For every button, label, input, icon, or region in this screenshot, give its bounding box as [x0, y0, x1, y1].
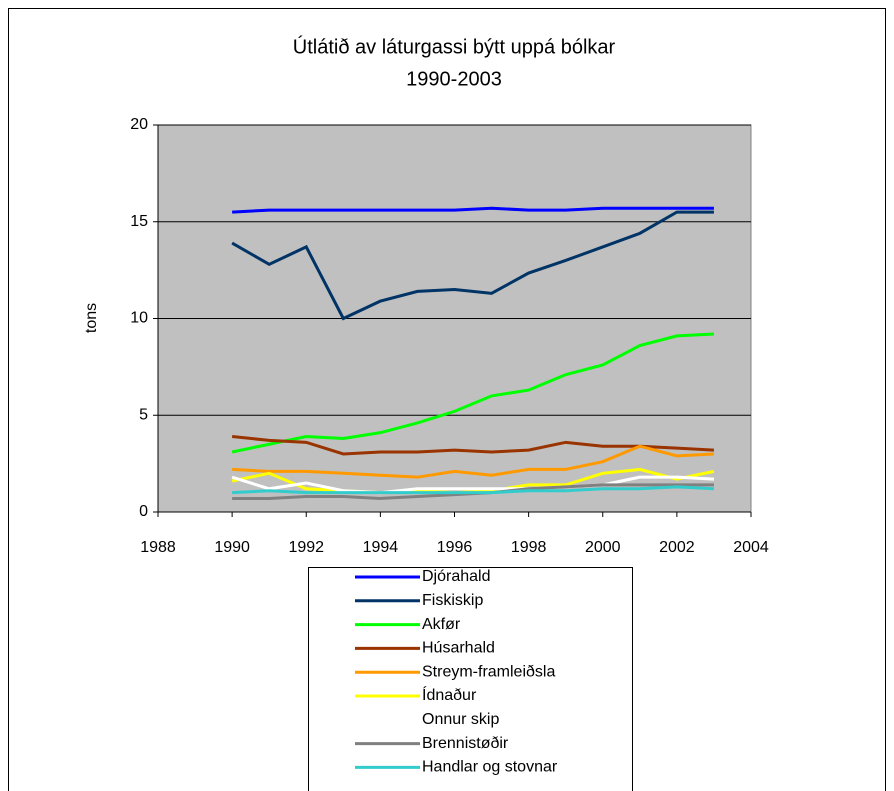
series-line [231, 475, 715, 495]
x-tick-label: 1992 [288, 539, 324, 556]
series-line [232, 206, 714, 214]
series-line [231, 332, 715, 454]
x-tick-label: 2004 [733, 539, 769, 556]
series-line [232, 485, 715, 495]
series-line [231, 435, 715, 456]
x-tick-label: 1988 [140, 539, 176, 556]
legend-label: Onnur skip [422, 711, 499, 728]
y-tick-label: 20 [130, 116, 148, 133]
legend [308, 567, 633, 791]
chart-title: Útlátið av láturgassi býtt uppá bólkar [293, 35, 616, 58]
y-tick-label: 15 [130, 213, 148, 230]
y-tick-label: 10 [130, 310, 148, 327]
legend-label: Djórahald [422, 568, 490, 585]
legend-label: Brennistøðir [422, 735, 509, 752]
legend-label: Akfør [422, 616, 461, 633]
legend-label: Ídnaður [422, 685, 477, 704]
series-line [232, 444, 715, 479]
legend-label: Streym-framleiðsla [422, 663, 555, 680]
y-axis-label: tons [83, 303, 100, 333]
legend-label: Húsarhald [422, 640, 495, 657]
x-tick-label: 2000 [585, 539, 621, 556]
x-tick-label: 1998 [511, 539, 547, 556]
x-tick-label: 1996 [437, 539, 473, 556]
y-tick-label: 5 [139, 406, 148, 423]
legend-label: Handlar og stovnar [422, 759, 558, 776]
y-tick-label: 0 [139, 503, 148, 520]
x-tick-label: 2002 [659, 539, 695, 556]
x-tick-label: 1994 [363, 539, 399, 556]
legend-label: Fiskiskip [422, 592, 483, 609]
series-line [231, 210, 714, 321]
x-tick-label: 1990 [214, 539, 250, 556]
chart-subtitle: 1990-2003 [406, 68, 502, 90]
